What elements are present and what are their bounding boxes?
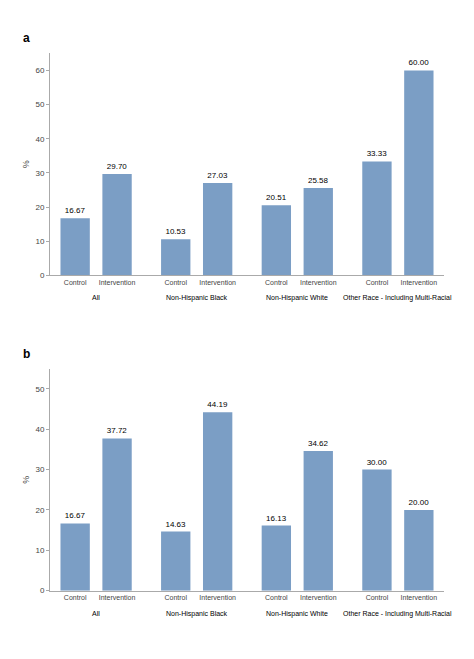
svg-text:50: 50 <box>35 100 44 109</box>
svg-text:37.72: 37.72 <box>107 426 128 435</box>
svg-text:Control: Control <box>366 279 389 286</box>
svg-text:All: All <box>92 294 100 301</box>
svg-text:Intervention: Intervention <box>199 279 236 286</box>
svg-text:Control: Control <box>265 594 288 601</box>
svg-text:Intervention: Intervention <box>401 279 438 286</box>
svg-text:16.67: 16.67 <box>65 206 86 215</box>
svg-text:0: 0 <box>40 271 45 280</box>
svg-text:40: 40 <box>35 425 44 434</box>
svg-text:30.00: 30.00 <box>367 458 388 467</box>
svg-text:0: 0 <box>40 586 45 595</box>
svg-text:30: 30 <box>35 169 44 178</box>
svg-text:Intervention: Intervention <box>99 279 136 286</box>
svg-text:%: % <box>21 476 31 484</box>
svg-text:All: All <box>92 610 100 617</box>
svg-text:20: 20 <box>35 506 44 515</box>
svg-text:20.51: 20.51 <box>266 193 287 202</box>
svg-text:27.03: 27.03 <box>207 171 228 180</box>
svg-text:Non-Hispanic Black: Non-Hispanic Black <box>166 294 228 302</box>
svg-text:Control: Control <box>265 279 288 286</box>
svg-text:30: 30 <box>35 465 44 474</box>
svg-text:Intervention: Intervention <box>199 594 236 601</box>
svg-text:a: a <box>23 31 30 45</box>
svg-text:33.33: 33.33 <box>367 149 388 158</box>
svg-text:Control: Control <box>64 594 87 601</box>
svg-text:b: b <box>23 347 30 361</box>
svg-text:Non-Hispanic White: Non-Hispanic White <box>266 294 328 302</box>
svg-text:Other Race - Including Multi-R: Other Race - Including Multi-Racial <box>343 294 452 302</box>
svg-text:20: 20 <box>35 203 44 212</box>
svg-text:20.00: 20.00 <box>409 498 430 507</box>
svg-text:60.00: 60.00 <box>409 58 430 67</box>
svg-text:25.58: 25.58 <box>308 176 329 185</box>
svg-text:Non-Hispanic White: Non-Hispanic White <box>266 610 328 618</box>
svg-text:Control: Control <box>164 594 187 601</box>
svg-text:Intervention: Intervention <box>99 594 136 601</box>
svg-text:Control: Control <box>164 279 187 286</box>
svg-text:14.63: 14.63 <box>165 520 186 529</box>
svg-text:Intervention: Intervention <box>401 594 438 601</box>
svg-text:Non-Hispanic Black: Non-Hispanic Black <box>166 610 228 618</box>
svg-text:Intervention: Intervention <box>300 279 337 286</box>
svg-text:60: 60 <box>35 66 44 75</box>
svg-text:34.62: 34.62 <box>308 439 329 448</box>
svg-text:16.13: 16.13 <box>266 514 287 523</box>
svg-text:40: 40 <box>35 135 44 144</box>
svg-text:10.53: 10.53 <box>165 227 186 236</box>
svg-text:50: 50 <box>35 385 44 394</box>
svg-text:10: 10 <box>35 237 44 246</box>
svg-text:Intervention: Intervention <box>300 594 337 601</box>
svg-text:29.70: 29.70 <box>107 162 128 171</box>
svg-text:Control: Control <box>366 594 389 601</box>
svg-text:Control: Control <box>64 279 87 286</box>
svg-text:16.67: 16.67 <box>65 511 86 520</box>
svg-text:44.19: 44.19 <box>207 400 228 409</box>
svg-text:Other Race - Including Multi-R: Other Race - Including Multi-Racial <box>343 610 452 618</box>
svg-text:%: % <box>21 160 31 168</box>
svg-text:10: 10 <box>35 546 44 555</box>
